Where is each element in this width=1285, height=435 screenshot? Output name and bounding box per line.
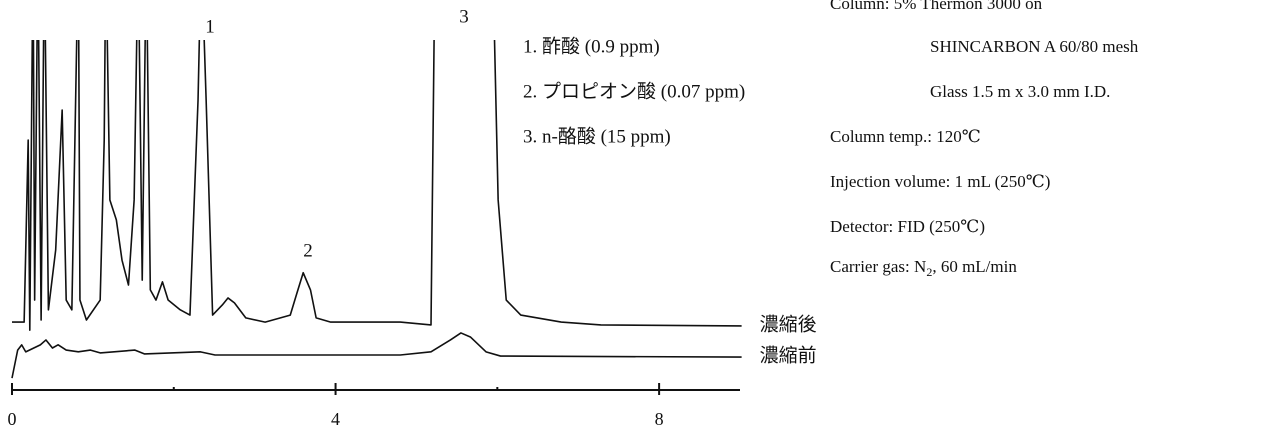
condition: Column temp.: 120℃	[830, 127, 981, 146]
trace	[11, 332, 742, 379]
condition-part: Carrier gas: N	[830, 257, 926, 276]
condition-part: , 60 mL/min	[932, 257, 1017, 276]
trace	[12, 40, 742, 331]
series-label: 濃縮後	[760, 313, 817, 335]
condition: Column: 5% Thermon 3000 on	[830, 0, 1043, 13]
condition: SHINCARBON A 60/80 mesh	[930, 37, 1139, 56]
condition: Detector: FID (250℃)	[830, 217, 985, 236]
peak-label: 2	[303, 240, 313, 261]
condition: Carrier gas: N2, 60 mL/min	[830, 257, 1017, 279]
peak-name: 3. n-酪酸 (15 ppm)	[523, 125, 671, 147]
condition: Injection volume: 1 mL (250℃)	[830, 172, 1050, 191]
peak-label: 3	[459, 6, 469, 27]
traces	[11, 40, 742, 379]
peak-name: 1. 酢酸 (0.9 ppm)	[523, 35, 660, 57]
x-tick-label: 0	[8, 409, 17, 429]
x-tick-label: 4	[331, 409, 340, 429]
series-label: 濃縮前	[760, 344, 817, 366]
peak-label: 1	[205, 16, 215, 37]
subscript: 2	[926, 265, 932, 279]
x-tick-label: 8	[655, 409, 664, 429]
condition: Glass 1.5 m x 3.0 mm I.D.	[930, 82, 1110, 101]
peak-name: 2. プロピオン酸 (0.07 ppm)	[523, 80, 745, 102]
